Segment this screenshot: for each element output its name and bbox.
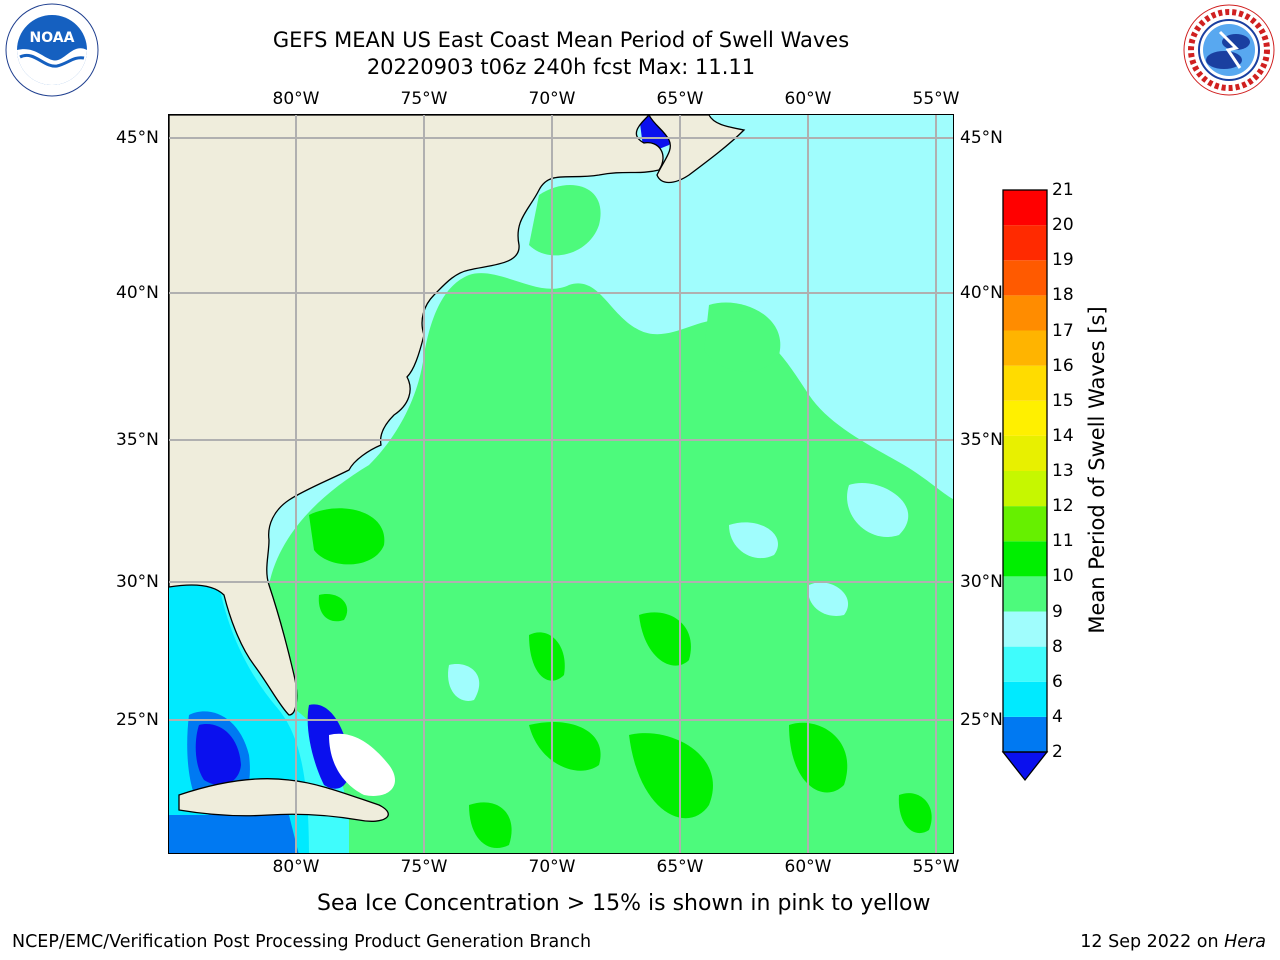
- noaa-logo: NOAA: [5, 3, 99, 97]
- ocean-band-10-11: [529, 721, 601, 771]
- lon-tick-bottom: 60°W: [784, 857, 832, 877]
- colorbar-tick-label: 9: [1052, 601, 1063, 622]
- ocean-band-10-11: [309, 508, 385, 565]
- colorbar: [1001, 189, 1049, 782]
- ocean-band-10-11: [529, 632, 565, 681]
- colorbar-tick-label: 8: [1052, 636, 1063, 657]
- chart-title: GEFS MEAN US East Coast Mean Period of S…: [272, 28, 850, 52]
- colorbar-cell: [1003, 716, 1047, 752]
- colorbar-cell: [1003, 400, 1047, 436]
- lat-tick-left: 30°N: [116, 572, 159, 592]
- colorbar-cell: [1003, 611, 1047, 647]
- ocean-band-9-10: [529, 185, 601, 256]
- colorbar-cell: [1003, 435, 1047, 471]
- colorbar-tick-label: 18: [1052, 285, 1074, 306]
- ocean-band-8-9: [847, 483, 909, 537]
- caption: Sea Ice Concentration > 15% is shown in …: [317, 891, 931, 916]
- lon-tick-top: 65°W: [656, 89, 704, 109]
- colorbar-tick-label: 16: [1052, 355, 1074, 376]
- nws-logo: [1183, 4, 1275, 96]
- lon-tick-top: 75°W: [400, 89, 448, 109]
- colorbar-tick-label: 14: [1052, 425, 1074, 446]
- colorbar-tick-label: 11: [1052, 531, 1074, 552]
- lon-tick-bottom: 65°W: [656, 857, 704, 877]
- colorbar-tick-label: 12: [1052, 496, 1074, 517]
- lat-tick-right: 45°N: [960, 128, 1003, 148]
- colorbar-cell: [1003, 295, 1047, 331]
- ocean-band-8-9: [729, 522, 778, 559]
- ocean-band-10-11: [898, 793, 932, 834]
- lat-tick-left: 40°N: [116, 283, 159, 303]
- lat-tick-right: 25°N: [960, 710, 1003, 730]
- colorbar-cell: [1003, 365, 1047, 401]
- bahamas-shallows: [329, 733, 395, 796]
- colorbar-tick-label: 13: [1052, 461, 1074, 481]
- ocean-band-10-11: [789, 722, 848, 793]
- land-north-america: [169, 115, 664, 716]
- colorbar-cell: [1003, 576, 1047, 612]
- ocean-band-9-10: [269, 273, 953, 853]
- lon-tick-top: 80°W: [272, 89, 320, 109]
- colorbar-cell: [1003, 471, 1047, 507]
- chart-subtitle: 20220903 t06z 240h fcst Max: 11.11: [366, 55, 756, 79]
- ocean-band-10-11: [469, 802, 512, 849]
- ocean-band-10-11: [629, 733, 713, 819]
- lat-tick-left: 25°N: [116, 710, 159, 730]
- ocean-band-8-9: [448, 664, 480, 701]
- lon-tick-top: 70°W: [528, 89, 576, 109]
- lon-tick-bottom: 80°W: [272, 857, 320, 877]
- colorbar-cell: [1003, 681, 1047, 717]
- colorbar-cell: [1003, 225, 1047, 261]
- colorbar-cell: [1003, 506, 1047, 542]
- lat-tick-right: 40°N: [960, 283, 1003, 303]
- colorbar-tick-label: 10: [1052, 566, 1074, 587]
- lat-tick-right: 30°N: [960, 572, 1003, 592]
- map-panel[interactable]: [168, 114, 954, 854]
- noaa-logo-text: NOAA: [30, 30, 75, 46]
- colorbar-title: Mean Period of Swell Waves [s]: [1085, 306, 1109, 634]
- lat-tick-left: 45°N: [116, 128, 159, 148]
- colorbar-tick-label: 2: [1052, 742, 1063, 762]
- colorbar-cell: [1003, 646, 1047, 682]
- colorbar-tick-label: 19: [1052, 250, 1074, 271]
- lon-tick-top: 60°W: [784, 89, 832, 109]
- colorbar-tick-label: 4: [1052, 706, 1063, 727]
- ocean-band-10-11: [639, 612, 691, 666]
- colorbar-tick-label: 17: [1052, 320, 1074, 341]
- colorbar-cell: [1003, 260, 1047, 296]
- colorbar-cell: [1003, 330, 1047, 366]
- ocean-band-9-10: [704, 302, 781, 372]
- colorbar-tick-label: 15: [1052, 390, 1074, 411]
- colorbar-cell: [1003, 541, 1047, 577]
- graticule: [169, 115, 953, 853]
- lon-tick-bottom: 75°W: [400, 857, 448, 877]
- colorbar-cell: [1003, 190, 1047, 226]
- footer-date-text: 12 Sep 2022 on: [1080, 932, 1225, 952]
- lat-tick-right: 35°N: [960, 430, 1003, 450]
- colorbar-tick-label: 20: [1052, 215, 1074, 236]
- lat-tick-left: 35°N: [116, 430, 159, 450]
- ocean-band-8-9: [808, 582, 849, 616]
- land-cuba: [178, 778, 389, 822]
- colorbar-extend-arrow: [1001, 751, 1049, 782]
- footer-credit: NCEP/EMC/Verification Post Processing Pr…: [12, 932, 592, 952]
- ocean-band-10-11: [318, 594, 348, 622]
- lon-tick-top: 55°W: [912, 89, 960, 109]
- map-canvas: [169, 115, 953, 853]
- colorbar-tick-label: 6: [1052, 671, 1063, 692]
- ocean-band-lt-2: [195, 724, 241, 785]
- footer-date: 12 Sep 2022 on Hera: [1080, 932, 1266, 952]
- lon-tick-bottom: 55°W: [912, 857, 960, 877]
- colorbar-tick-label: 21: [1052, 180, 1074, 200]
- ocean-band-2-4: [169, 815, 299, 853]
- lon-tick-bottom: 70°W: [528, 857, 576, 877]
- footer-host: Hera: [1224, 932, 1266, 952]
